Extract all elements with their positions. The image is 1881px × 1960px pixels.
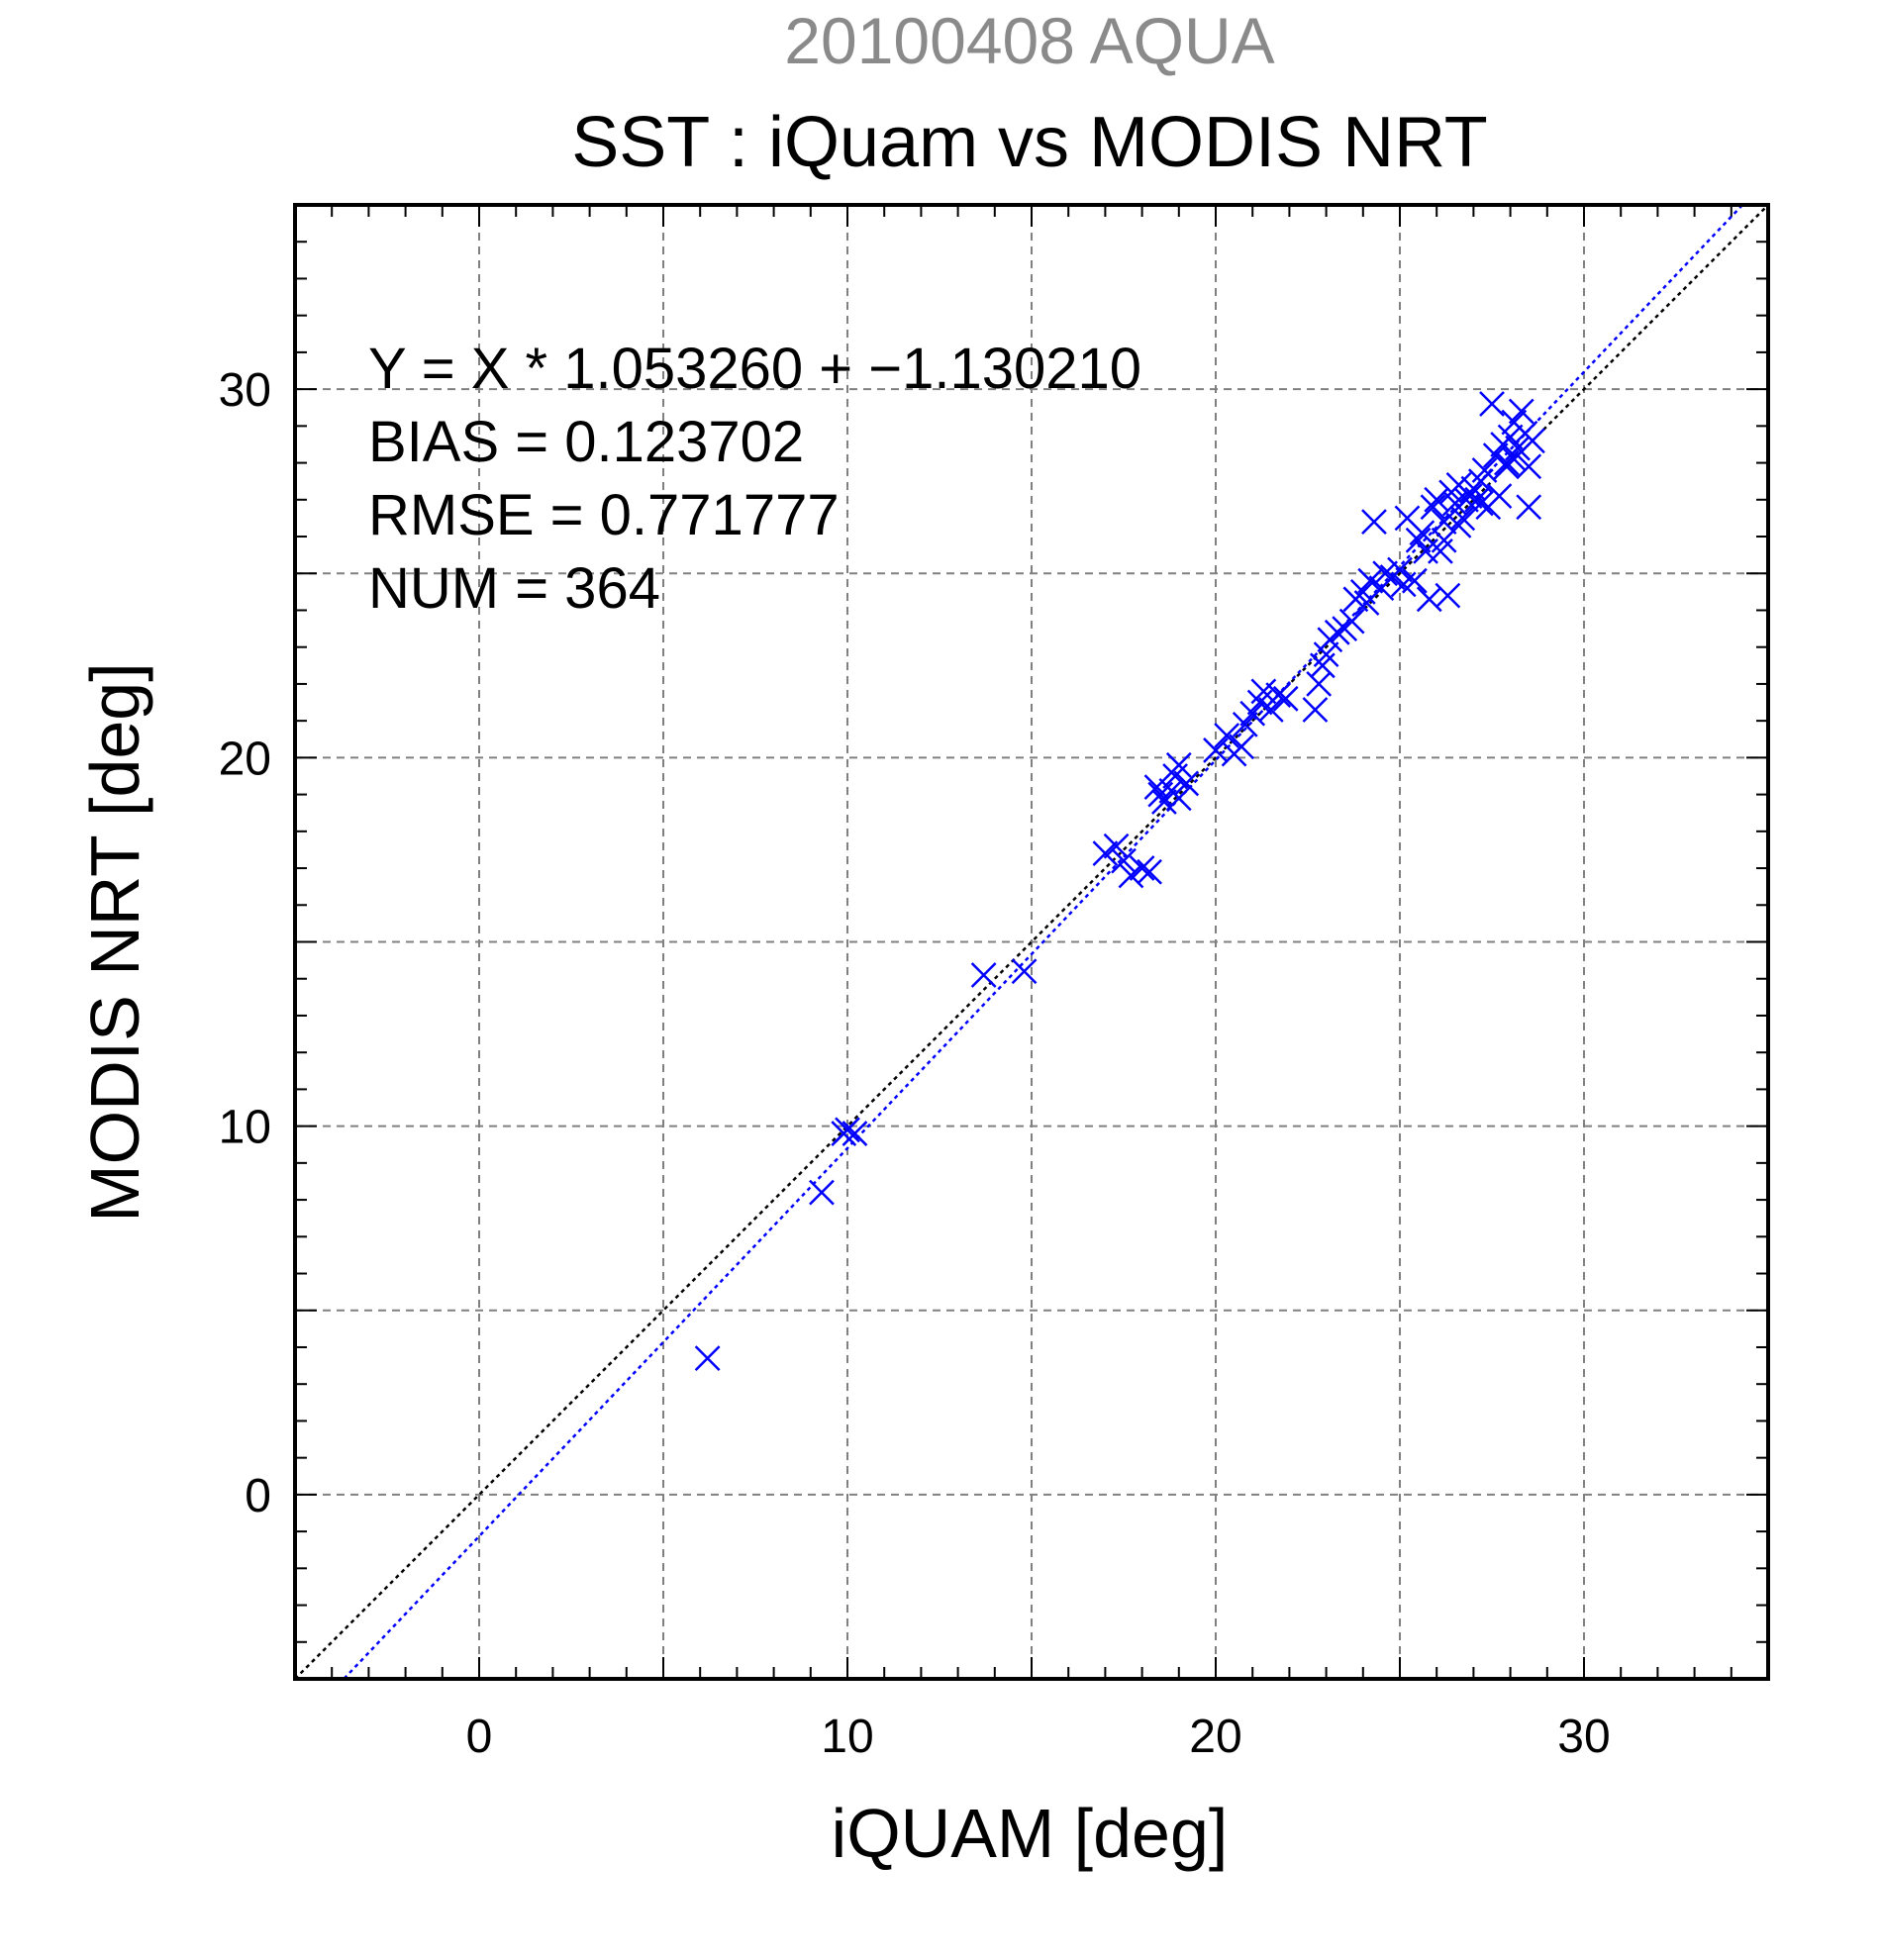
data-point — [1361, 509, 1387, 536]
stats-box: Y = X * 1.053260 + −1.130210 BIAS = 0.12… — [368, 337, 1141, 621]
data-point — [1324, 619, 1350, 645]
data-point — [842, 1121, 868, 1146]
stats-rmse: RMSE = 0.771777 — [368, 483, 840, 547]
data-point — [809, 1179, 835, 1206]
data-point — [1372, 560, 1399, 587]
data-point — [1173, 770, 1200, 797]
plot-frame — [293, 203, 1770, 1681]
x-tick-label: 20 — [1189, 1711, 1241, 1763]
data-point — [1111, 847, 1137, 874]
data-point — [1508, 398, 1534, 425]
data-point — [1151, 789, 1177, 815]
data-point — [1505, 435, 1531, 461]
data-point — [1493, 449, 1520, 476]
data-point — [1497, 424, 1524, 450]
data-point — [1405, 527, 1432, 553]
y-tick-label: 0 — [245, 1470, 271, 1522]
data-point — [1257, 697, 1284, 723]
data-point — [1471, 457, 1498, 483]
x-tick-label: 10 — [821, 1711, 873, 1763]
data-point — [1420, 494, 1446, 521]
data-point — [1143, 774, 1170, 801]
data-point — [1092, 840, 1119, 867]
data-point — [1129, 855, 1155, 881]
data-point — [1357, 567, 1384, 594]
data-point — [1435, 582, 1461, 609]
data-point — [1479, 391, 1505, 417]
data-point — [1103, 833, 1130, 859]
data-point — [835, 1117, 860, 1143]
data-point — [1011, 958, 1038, 985]
data-point — [1302, 697, 1329, 723]
data-point — [1232, 711, 1258, 737]
y-tick-label: 10 — [219, 1102, 271, 1154]
data-point — [1416, 586, 1442, 613]
data-point — [1413, 539, 1438, 564]
data-point — [1165, 751, 1192, 778]
x-tick-labels: 0 10 20 30 — [466, 1711, 1611, 1763]
y-axis-label: MODIS NRT [deg] — [76, 662, 153, 1222]
grid — [295, 205, 1768, 1679]
data-point — [1387, 556, 1413, 583]
data-point — [1250, 678, 1277, 705]
x-axis-label: iQUAM [deg] — [832, 1795, 1229, 1872]
data-point — [1306, 671, 1333, 697]
stats-bias: BIAS = 0.123702 — [368, 410, 804, 474]
x-tick-label: 0 — [466, 1711, 493, 1763]
data-point — [1313, 641, 1339, 668]
data-point — [1137, 858, 1162, 885]
data-points — [694, 391, 1545, 1372]
data-point — [1214, 723, 1240, 748]
y-tick-labels: 0 10 20 30 — [219, 364, 271, 1522]
chart-title: SST : iQuam vs MODIS NRT — [571, 103, 1488, 182]
data-point — [1516, 494, 1542, 521]
data-point — [1467, 490, 1494, 517]
y-tick-label: 30 — [219, 364, 271, 417]
y-tick-label: 20 — [219, 733, 271, 785]
data-point — [1265, 682, 1292, 708]
data-point — [1401, 567, 1428, 594]
data-point — [1272, 685, 1299, 712]
date-label: 20100408 AQUA — [784, 4, 1274, 77]
data-point — [1501, 409, 1528, 436]
stats-equation: Y = X * 1.053260 + −1.130210 — [368, 337, 1141, 401]
x-tick-label: 30 — [1557, 1711, 1610, 1763]
data-point — [1165, 785, 1192, 812]
data-point — [1229, 734, 1254, 760]
data-point — [1486, 483, 1513, 509]
data-point — [1456, 483, 1483, 509]
data-point — [1445, 512, 1472, 539]
data-point — [694, 1345, 721, 1372]
data-point — [1338, 608, 1365, 635]
data-point — [1516, 453, 1542, 480]
data-point — [970, 962, 997, 988]
stats-num: NUM = 364 — [368, 556, 660, 621]
